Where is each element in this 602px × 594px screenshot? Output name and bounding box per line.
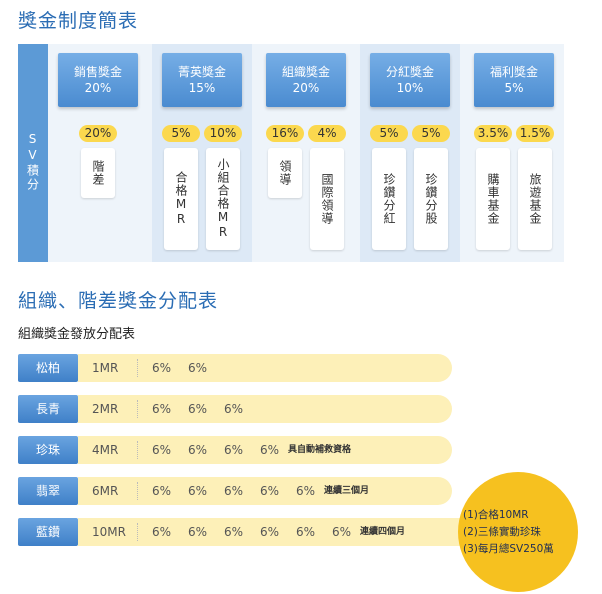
divider — [137, 441, 138, 459]
group-name: 菁英獎金 — [177, 65, 226, 79]
group-share: 15% — [188, 81, 216, 95]
level: 2MR — [92, 402, 119, 416]
item-share: 5% — [162, 125, 200, 142]
item-label: 珍鑽分股 — [414, 148, 448, 250]
page-title: 獎金制度簡表 — [18, 10, 139, 32]
rank-label: 翡翠 — [18, 477, 78, 505]
percent: 6% — [152, 484, 172, 498]
percent: 6% — [224, 402, 244, 416]
condition: (2)三條實動珍珠 — [463, 526, 541, 538]
group-header: 組織獎金 20% — [266, 53, 346, 107]
group-name: 分紅獎金 — [385, 65, 434, 79]
group-name: 組織獎金 — [281, 65, 330, 79]
item-share: 10% — [204, 125, 242, 142]
percent: 6% — [224, 484, 244, 498]
section-title: 組織、階差獎金分配表 — [18, 290, 219, 312]
percent: 6% — [188, 443, 208, 457]
group-header: 菁英獎金 15% — [162, 53, 242, 107]
percent: 6% — [332, 525, 352, 539]
percent: 6% — [188, 361, 208, 375]
item-label: 小組合格MR — [206, 148, 240, 250]
percent: 6% — [188, 525, 208, 539]
percent: 6% — [224, 443, 244, 457]
item-share: 20% — [79, 125, 117, 142]
item-share: 16% — [266, 125, 304, 142]
percent: 6% — [152, 443, 172, 457]
group-share: 20% — [292, 81, 320, 95]
row-note: 連續四個月 — [360, 527, 406, 537]
item-share: 5% — [370, 125, 408, 142]
group-header: 銷售獎金 20% — [58, 53, 138, 107]
divider — [137, 482, 138, 500]
group-header: 分紅獎金 10% — [370, 53, 450, 107]
item-label: 旅遊基金 — [518, 148, 552, 250]
percent: 6% — [260, 525, 280, 539]
percent: 6% — [260, 484, 280, 498]
level: 6MR — [92, 484, 119, 498]
row-bar — [78, 395, 452, 423]
divider — [137, 359, 138, 377]
percent: 6% — [260, 443, 280, 457]
row-note: 連續三個月 — [324, 486, 370, 496]
item-label: 購車基金 — [476, 148, 510, 250]
percent: 6% — [188, 484, 208, 498]
rank-label: 珍珠 — [18, 436, 78, 464]
divider — [137, 523, 138, 541]
section-subtitle: 組織獎金發放分配表 — [18, 327, 136, 342]
item-label: 珍鑽分紅 — [372, 148, 406, 250]
item-label: 國際領導 — [310, 148, 344, 250]
row-bar — [78, 518, 478, 546]
condition-badge — [458, 472, 578, 592]
item-label: 合格MR — [164, 148, 198, 250]
row-bar — [78, 436, 452, 464]
level: 4MR — [92, 443, 119, 457]
row-note: 具自動補救資格 — [288, 445, 352, 455]
group-share: 5% — [504, 81, 524, 95]
item-label: 領導 — [268, 148, 302, 198]
percent: 6% — [188, 402, 208, 416]
rank-label: 松柏 — [18, 354, 78, 382]
percent: 6% — [152, 361, 172, 375]
group-share: 10% — [396, 81, 424, 95]
level: 10MR — [92, 525, 126, 539]
group-share: 20% — [84, 81, 112, 95]
condition: (3)每月總SV250萬 — [463, 543, 554, 555]
percent: 6% — [224, 525, 244, 539]
group-name: 福利獎金 — [489, 65, 538, 79]
group-name: 銷售獎金 — [73, 65, 122, 79]
item-share: 5% — [412, 125, 450, 142]
row-label: SV積分 — [18, 44, 48, 262]
group-header: 福利獎金 5% — [474, 53, 554, 107]
condition: (1)合格10MR — [463, 509, 529, 521]
rank-label: 長青 — [18, 395, 78, 423]
item-share: 4% — [308, 125, 346, 142]
percent: 6% — [152, 525, 172, 539]
item-share: 3.5% — [474, 125, 512, 142]
level: 1MR — [92, 361, 119, 375]
percent: 6% — [152, 402, 172, 416]
row-bar — [78, 477, 452, 505]
rank-label: 藍鑽 — [18, 518, 78, 546]
item-share: 1.5% — [516, 125, 554, 142]
row-bar — [78, 354, 452, 382]
divider — [137, 400, 138, 418]
percent: 6% — [296, 484, 316, 498]
item-label: 階差 — [81, 148, 115, 198]
percent: 6% — [296, 525, 316, 539]
